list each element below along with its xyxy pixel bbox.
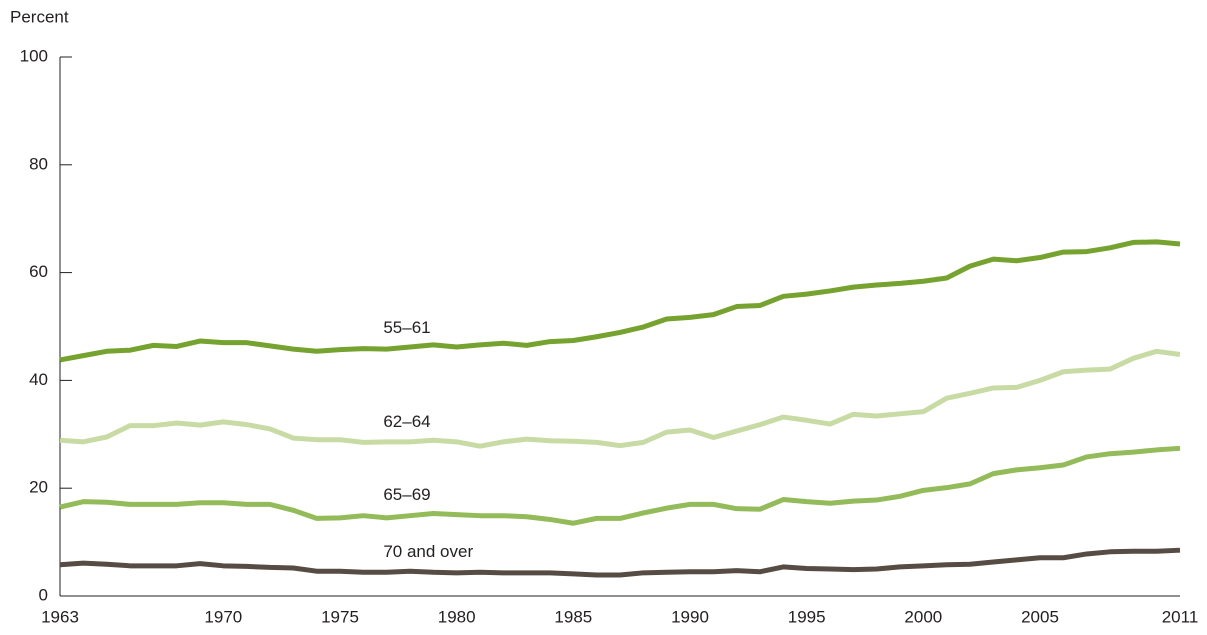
y-tick-label: 60 — [29, 262, 48, 281]
series-line — [59, 239, 1181, 363]
x-tick-label: 1980 — [438, 607, 476, 626]
x-tick-label: 1975 — [321, 607, 359, 626]
y-tick-label: 20 — [29, 478, 48, 497]
x-tick-label: 1970 — [204, 607, 242, 626]
x-tick-label: 1995 — [788, 607, 826, 626]
y-tick-label: 100 — [20, 46, 48, 65]
y-tick-label: 0 — [39, 585, 48, 604]
series-label: 65–69 — [383, 485, 430, 504]
x-tick-label: 1963 — [41, 607, 79, 626]
x-tick-label: 2005 — [1021, 607, 1059, 626]
series-label: 70 and over — [383, 542, 473, 561]
series-label: 55–61 — [383, 318, 430, 337]
series-line — [59, 547, 1181, 578]
series-line — [59, 445, 1181, 526]
y-tick-label: 40 — [29, 370, 48, 389]
y-tick-label: 80 — [29, 154, 48, 173]
x-tick-label: 1985 — [554, 607, 592, 626]
x-tick-label: 2000 — [904, 607, 942, 626]
series-label: 62–64 — [383, 412, 430, 431]
x-tick-label: 1990 — [671, 607, 709, 626]
y-axis-label: Percent — [10, 7, 69, 26]
x-tick-label: 2011 — [1162, 607, 1199, 626]
series-line — [59, 348, 1181, 449]
